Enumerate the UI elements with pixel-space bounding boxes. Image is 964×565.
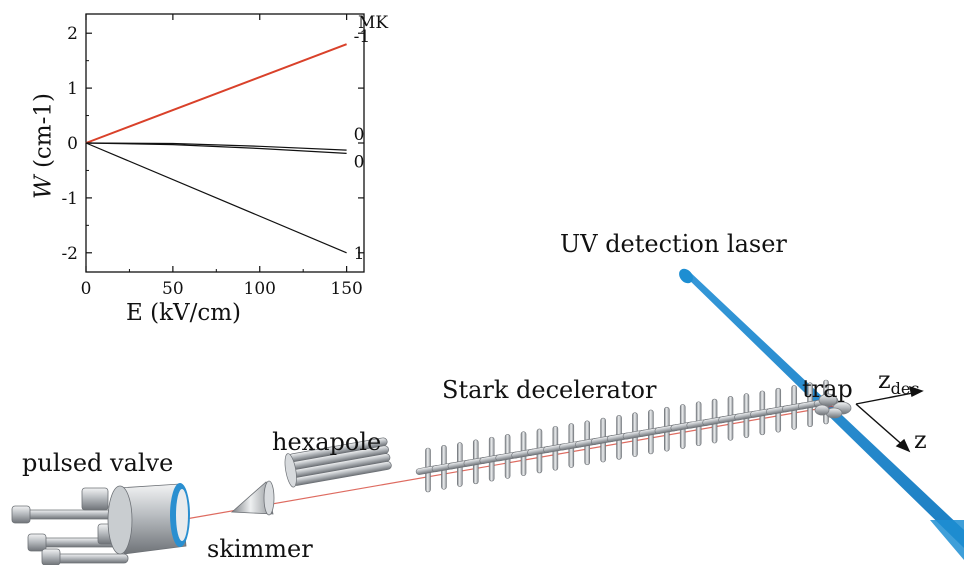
x-tick-label: 0: [81, 279, 92, 299]
z-dec-main: z: [878, 366, 891, 394]
z-dec-subscript: dec: [891, 379, 920, 398]
y-tick-label: 1: [67, 79, 78, 99]
y-axis-title-units: (cm-1): [31, 93, 57, 175]
x-axis-title: E (kV/cm): [126, 302, 241, 325]
y-tick-label: 0: [67, 134, 78, 154]
pulsed-valve-label: pulsed valve: [22, 451, 173, 475]
z-label: z: [914, 428, 927, 452]
pulsed-valve: [12, 483, 190, 565]
x-tick-label: 150: [330, 279, 362, 299]
legend-title: MK: [358, 15, 388, 32]
z-dec-label: zdec: [878, 368, 919, 397]
series-end-label: 0: [354, 125, 365, 145]
y-axis-title-symbol: W: [31, 175, 57, 199]
stark-energy-plot: 050100150210-1-2-1001: [61, 14, 370, 299]
series-end-label: 0: [354, 152, 365, 172]
skimmer-label: skimmer: [207, 537, 313, 561]
y-axis-title: W (cm-1): [33, 93, 56, 199]
uv-laser-label: UV detection laser: [560, 232, 787, 256]
x-tick-label: 50: [162, 279, 184, 299]
y-tick-label: -2: [61, 244, 78, 264]
series-end-label: 1: [354, 244, 365, 264]
hexapole-label: hexapole: [272, 430, 381, 454]
stark-decelerator-label: Stark decelerator: [442, 378, 656, 402]
series-line: [86, 143, 347, 253]
y-tick-label: 2: [67, 24, 78, 44]
series-line: [86, 44, 347, 143]
trap-label: trap: [802, 377, 853, 401]
y-tick-label: -1: [61, 189, 78, 209]
skimmer-cone: [232, 481, 274, 515]
x-tick-label: 100: [244, 279, 276, 299]
